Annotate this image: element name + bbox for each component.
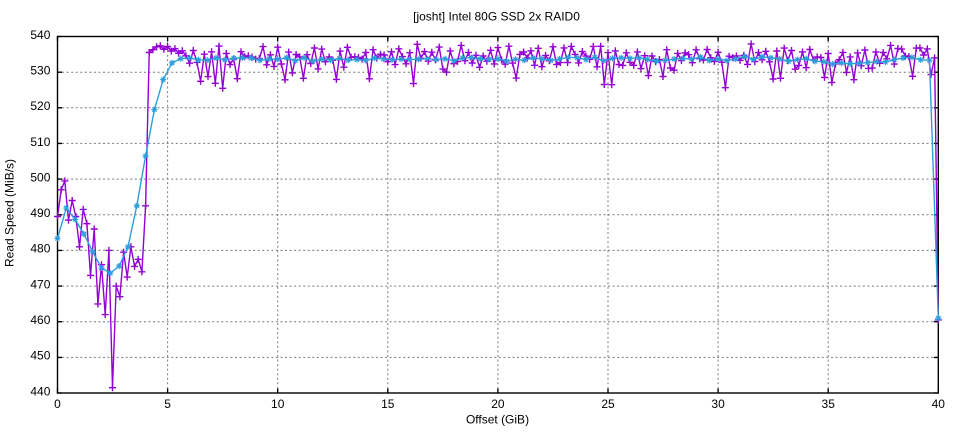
svg-text:25: 25: [601, 397, 615, 411]
svg-text:40: 40: [932, 397, 946, 411]
svg-text:500: 500: [30, 170, 50, 184]
svg-text:480: 480: [30, 242, 50, 256]
svg-text:5: 5: [164, 397, 171, 411]
svg-text:440: 440: [30, 384, 50, 398]
svg-text:540: 540: [30, 28, 50, 42]
svg-text:15: 15: [381, 397, 395, 411]
svg-text:470: 470: [30, 277, 50, 291]
svg-text:450: 450: [30, 349, 50, 363]
svg-text:[josht] Intel 80G SSD 2x RAID0: [josht] Intel 80G SSD 2x RAID0: [413, 10, 580, 24]
svg-text:Read Speed (MiB/s): Read Speed (MiB/s): [3, 159, 17, 267]
svg-text:490: 490: [30, 206, 50, 220]
svg-text:0: 0: [54, 397, 61, 411]
svg-text:520: 520: [30, 99, 50, 113]
svg-text:510: 510: [30, 135, 50, 149]
svg-text:30: 30: [711, 397, 725, 411]
svg-text:20: 20: [491, 397, 505, 411]
svg-text:460: 460: [30, 313, 50, 327]
svg-text:10: 10: [271, 397, 285, 411]
svg-text:35: 35: [822, 397, 836, 411]
svg-text:Offset (GiB): Offset (GiB): [466, 413, 529, 427]
svg-text:530: 530: [30, 64, 50, 78]
